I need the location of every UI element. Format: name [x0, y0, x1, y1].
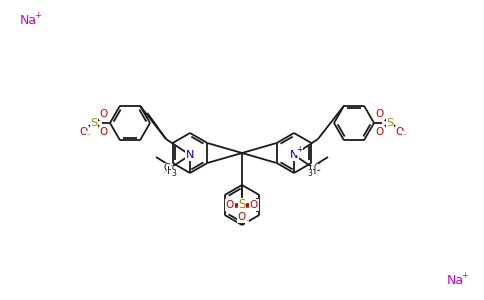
Text: +: +	[462, 271, 469, 280]
Text: +: +	[34, 11, 42, 20]
Text: O: O	[226, 200, 234, 210]
Text: ⁻: ⁻	[86, 131, 90, 140]
Text: O: O	[100, 127, 108, 137]
Text: O: O	[396, 127, 404, 137]
Text: S: S	[238, 199, 246, 212]
Text: O: O	[250, 200, 258, 210]
Text: ⁻: ⁻	[402, 131, 406, 140]
Text: N: N	[290, 150, 298, 160]
Text: C: C	[164, 163, 170, 173]
Text: Na: Na	[19, 14, 37, 26]
Text: O: O	[376, 109, 384, 119]
Text: S: S	[91, 118, 98, 128]
Text: O: O	[80, 127, 88, 137]
Text: H: H	[309, 166, 317, 176]
Text: O: O	[238, 212, 246, 222]
Text: S: S	[386, 118, 393, 128]
Text: 3: 3	[307, 169, 313, 178]
Text: O: O	[376, 127, 384, 137]
Text: Na: Na	[446, 274, 464, 286]
Text: O: O	[100, 109, 108, 119]
Text: 3: 3	[171, 169, 177, 178]
Text: ⁻: ⁻	[245, 218, 249, 226]
Text: H: H	[167, 166, 175, 176]
Text: C: C	[314, 163, 320, 173]
Text: N: N	[186, 150, 194, 160]
Text: +: +	[296, 146, 302, 154]
